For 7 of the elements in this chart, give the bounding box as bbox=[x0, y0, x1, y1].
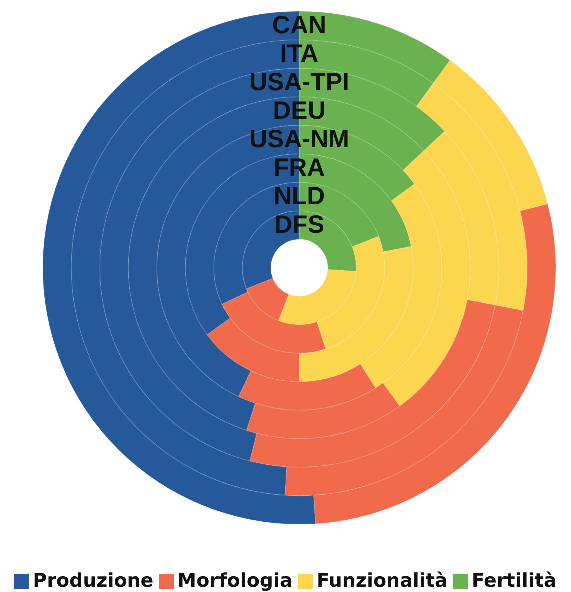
legend-label: Fertilità bbox=[472, 570, 557, 592]
slice-label: DEU bbox=[273, 97, 326, 126]
slice-label: USA-TPI bbox=[250, 68, 350, 97]
legend-label: Produzione bbox=[33, 570, 154, 592]
legend-label: Morfologia bbox=[178, 570, 293, 592]
legend-label: Funzionalità bbox=[316, 570, 448, 592]
slice-label: USA-NM bbox=[250, 126, 350, 154]
